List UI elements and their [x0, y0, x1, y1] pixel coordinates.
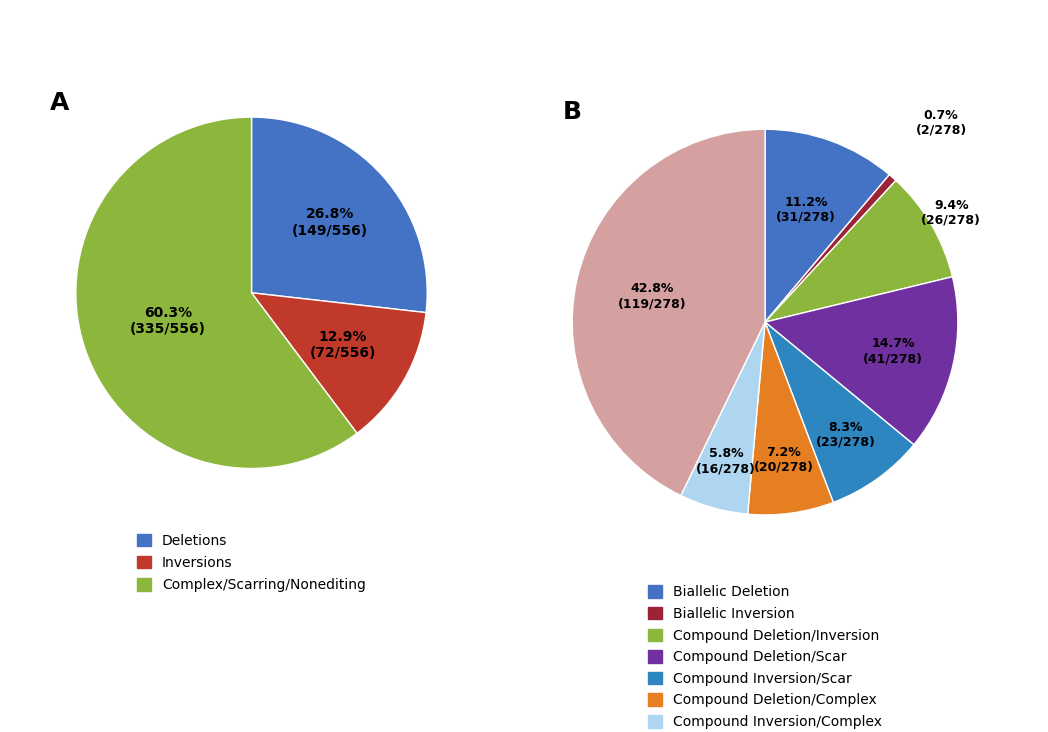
Legend: Biallelic Deletion, Biallelic Inversion, Compound Deletion/Inversion, Compound D: Biallelic Deletion, Biallelic Inversion,… — [642, 580, 888, 732]
Wedge shape — [765, 130, 890, 322]
Wedge shape — [252, 293, 427, 433]
Wedge shape — [765, 322, 914, 502]
Text: 7.2%
(20/278): 7.2% (20/278) — [754, 446, 814, 474]
Text: 0.7%
(2/278): 0.7% (2/278) — [916, 108, 967, 137]
Text: 9.4%
(26/278): 9.4% (26/278) — [921, 198, 981, 227]
Wedge shape — [75, 117, 357, 468]
Wedge shape — [765, 175, 896, 322]
Text: 8.3%
(23/278): 8.3% (23/278) — [816, 421, 876, 449]
Text: A: A — [49, 91, 69, 115]
Wedge shape — [747, 322, 833, 515]
Wedge shape — [681, 322, 765, 514]
Text: 14.7%
(41/278): 14.7% (41/278) — [863, 337, 923, 365]
Legend: Deletions, Inversions, Complex/Scarring/Nonediting: Deletions, Inversions, Complex/Scarring/… — [132, 528, 371, 598]
Wedge shape — [765, 181, 953, 322]
Text: 60.3%
(335/556): 60.3% (335/556) — [130, 305, 206, 336]
Wedge shape — [765, 277, 958, 445]
Text: B: B — [563, 100, 582, 124]
Text: 11.2%
(31/278): 11.2% (31/278) — [777, 195, 836, 224]
Text: 42.8%
(119/278): 42.8% (119/278) — [618, 282, 686, 310]
Text: 12.9%
(72/556): 12.9% (72/556) — [310, 330, 376, 360]
Text: 5.8%
(16/278): 5.8% (16/278) — [696, 447, 757, 475]
Text: 26.8%
(149/556): 26.8% (149/556) — [292, 207, 368, 238]
Wedge shape — [252, 117, 428, 313]
Wedge shape — [572, 130, 765, 496]
